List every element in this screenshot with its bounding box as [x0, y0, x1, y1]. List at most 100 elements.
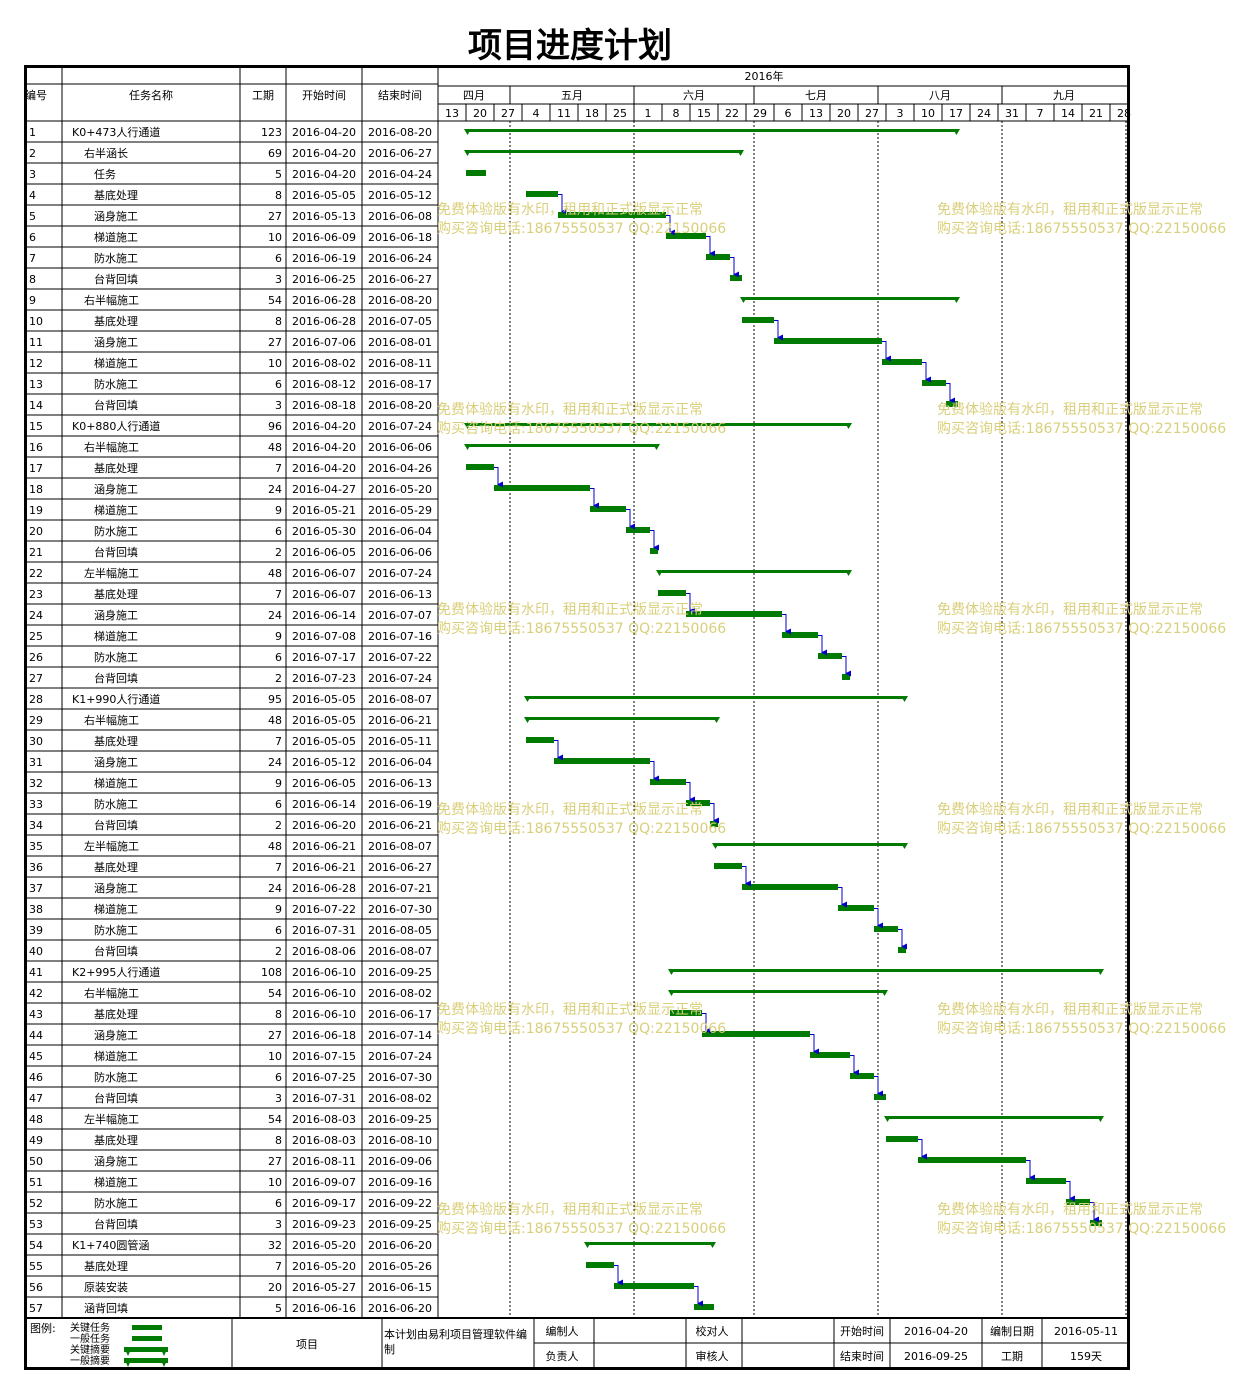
task-bar	[666, 233, 706, 239]
owner-label: 负责人	[546, 1349, 579, 1363]
dependency-arrow	[882, 341, 891, 362]
project-label: 项目	[296, 1338, 318, 1351]
task-start: 2016-05-05	[292, 693, 356, 706]
task-start: 2016-05-05	[292, 735, 356, 748]
task-bar	[818, 653, 842, 659]
dependency-arrow	[850, 1055, 859, 1076]
week-label: 1	[645, 107, 652, 120]
legend-label: 图例:	[30, 1321, 56, 1335]
task-start: 2016-06-18	[292, 1029, 356, 1042]
watermark-text: 免费体验版有水印，租用和正式版显示正常 购买咨询电话:18675550537 QQ…	[937, 1001, 1226, 1039]
task-name: 涵背回填	[84, 1301, 128, 1315]
date-label: 编制日期	[990, 1324, 1034, 1338]
task-end: 2016-06-20	[368, 1302, 432, 1315]
task-id: 6	[29, 231, 36, 244]
start-label: 开始时间	[840, 1324, 884, 1338]
task-start: 2016-06-10	[292, 987, 356, 1000]
task-name: 涵身施工	[94, 335, 138, 349]
task-name: 防水施工	[94, 524, 138, 538]
task-id: 54	[29, 1239, 43, 1252]
dependency-arrow	[874, 1076, 883, 1097]
task-end: 2016-06-06	[368, 546, 432, 559]
watermark-text: 免费体验版有水印，租用和正式版显示正常 购买咨询电话:18675550537 QQ…	[937, 1201, 1226, 1239]
task-duration: 6	[275, 651, 282, 664]
task-duration: 9	[275, 630, 282, 643]
task-start: 2016-06-09	[292, 231, 356, 244]
task-end: 2016-09-22	[368, 1197, 432, 1210]
dependency-arrow	[742, 866, 751, 887]
dependency-arrow	[686, 782, 695, 803]
task-start: 2016-06-28	[292, 315, 356, 328]
task-bar	[494, 485, 590, 491]
dependency-arrow	[1066, 1181, 1075, 1202]
column-header: 任务名称	[129, 88, 173, 102]
task-end: 2016-06-04	[368, 525, 432, 538]
watermark-line: 免费体验版有水印，租用和正式版显示正常	[437, 1202, 703, 1218]
reviewer-label: 审核人	[696, 1349, 729, 1363]
watermark-line: 免费体验版有水印，租用和正式版显示正常	[937, 202, 1203, 218]
task-duration: 6	[275, 924, 282, 937]
summary-bar-start	[584, 1242, 591, 1248]
summary-bar-end	[845, 423, 852, 429]
task-name: 台背回填	[94, 545, 138, 559]
task-duration: 6	[275, 378, 282, 391]
task-end: 2016-08-07	[368, 693, 432, 706]
watermark-line: 购买咨询电话:18675550537 QQ:22150066	[937, 621, 1227, 637]
task-end: 2016-07-16	[368, 630, 432, 643]
task-name: 右半幅施工	[84, 986, 139, 1000]
task-duration: 27	[268, 210, 282, 223]
task-start: 2016-07-31	[292, 924, 356, 937]
task-end: 2016-08-17	[368, 378, 432, 391]
task-id: 13	[29, 378, 43, 391]
dependency-arrow	[922, 362, 931, 383]
task-name: 防水施工	[94, 377, 138, 391]
task-bar	[810, 1052, 850, 1058]
task-start: 2016-05-20	[292, 1239, 356, 1252]
task-bar	[694, 1304, 714, 1310]
software-note-cont: 制	[384, 1343, 395, 1356]
task-duration: 6	[275, 525, 282, 538]
summary-bar-end	[1097, 969, 1104, 975]
task-id: 31	[29, 756, 43, 769]
task-bar	[946, 401, 958, 407]
task-duration: 54	[268, 294, 282, 307]
task-id: 50	[29, 1155, 43, 1168]
task-duration: 2	[275, 546, 282, 559]
dependency-arrow	[702, 1013, 711, 1034]
task-name: 梯道施工	[94, 356, 138, 370]
task-duration: 10	[268, 231, 282, 244]
task-name: 基底处理	[84, 1259, 128, 1273]
summary-bar	[526, 696, 906, 699]
task-id: 42	[29, 987, 43, 1000]
task-start: 2016-07-06	[292, 336, 356, 349]
task-bar	[838, 905, 874, 911]
task-end: 2016-04-26	[368, 462, 432, 475]
task-end: 2016-07-21	[368, 882, 432, 895]
task-end: 2016-07-14	[368, 1029, 432, 1042]
task-end: 2016-06-15	[368, 1281, 432, 1294]
task-id: 8	[29, 273, 36, 286]
week-label: 4	[533, 107, 540, 120]
watermark-line: 免费体验版有水印，租用和正式版显示正常	[437, 402, 703, 418]
task-duration: 8	[275, 1008, 282, 1021]
task-end: 2016-07-05	[368, 315, 432, 328]
task-id: 30	[29, 735, 43, 748]
task-name: 防水施工	[94, 797, 138, 811]
summary-bar-start	[884, 1116, 891, 1122]
task-start: 2016-08-12	[292, 378, 356, 391]
task-id: 26	[29, 651, 43, 664]
task-duration: 10	[268, 1050, 282, 1063]
task-bar	[590, 506, 626, 512]
task-duration: 96	[268, 420, 282, 433]
task-name: 基底处理	[94, 314, 138, 328]
task-name: K2+995人行通道	[72, 965, 160, 979]
summary-bar-start	[464, 423, 471, 429]
task-duration: 7	[275, 588, 282, 601]
week-label: 15	[697, 107, 711, 120]
summary-bar-end	[901, 696, 908, 702]
watermark-line: 购买咨询电话:18675550537 QQ:22150066	[937, 1021, 1227, 1037]
watermark-text: 免费体验版有水印，租用和正式版显示正常 购买咨询电话:18675550537 QQ…	[437, 1001, 726, 1039]
task-id: 22	[29, 567, 43, 580]
dependency-arrow	[694, 1286, 703, 1307]
month-label: 四月	[463, 89, 485, 102]
